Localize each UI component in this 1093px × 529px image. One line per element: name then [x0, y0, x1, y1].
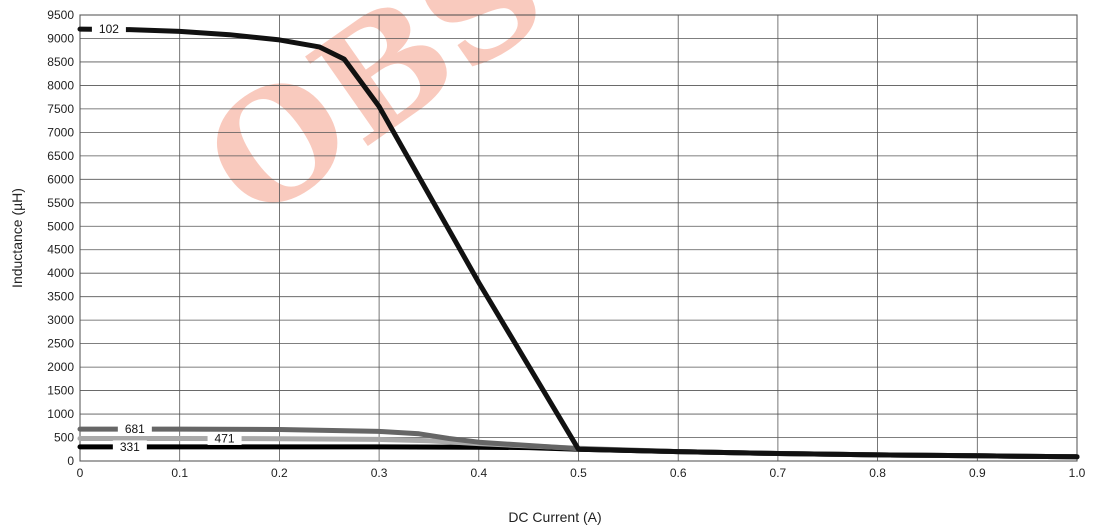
y-tick-label: 1500 [47, 384, 74, 398]
x-tick-label: 1.0 [1069, 466, 1086, 480]
y-tick-label: 500 [54, 431, 74, 445]
x-axis-title: DC Current (A) [508, 509, 601, 525]
y-tick-label: 2000 [47, 360, 74, 374]
y-tick-label: 5000 [47, 219, 74, 233]
x-tick-label: 0.4 [470, 466, 487, 480]
y-tick-label: 8000 [47, 78, 74, 92]
y-tick-label: 3000 [47, 313, 74, 327]
x-tick-label: 0.3 [371, 466, 388, 480]
y-tick-label: 3500 [47, 290, 74, 304]
y-tick-label: 4000 [47, 266, 74, 280]
x-tick-label: 0.8 [869, 466, 886, 480]
grid-layer [79, 14, 1078, 462]
tick-layer: 0 500 1000 1500 2000 2500 3000 3500 4000 4500 5000… [47, 8, 1085, 480]
series-label-bg-471 [207, 431, 242, 445]
y-tick-label: 4500 [47, 243, 74, 257]
y-tick-label: 6500 [47, 149, 74, 163]
series-label-681: 681 [125, 422, 145, 436]
x-tick-label: 0.1 [171, 466, 188, 480]
x-tick-label: 0.5 [570, 466, 587, 480]
series-label-102: 102 [99, 22, 119, 36]
series-layer: 102 681 471 331 [77, 22, 1080, 460]
y-tick-label: 8500 [47, 55, 74, 69]
y-tick-label: 9000 [47, 31, 74, 45]
y-tick-label: 7500 [47, 102, 74, 116]
y-tick-label: 7000 [47, 125, 74, 139]
x-tick-label: 0 [77, 466, 84, 480]
y-tick-label: 9500 [47, 8, 74, 22]
x-tick-label: 0.9 [969, 466, 986, 480]
y-axis-title: Inductance (µH) [9, 188, 25, 288]
series-label-bg-331 [112, 440, 147, 454]
x-tick-label: 0.7 [770, 466, 787, 480]
series-label-331: 331 [120, 440, 140, 454]
y-tick-label: 0 [67, 454, 74, 468]
series-line-102 [77, 26, 1080, 460]
x-tick-label: 0.6 [670, 466, 687, 480]
y-tick-label: 1000 [47, 407, 74, 421]
y-tick-label: 2500 [47, 337, 74, 351]
series-label-bg-102 [91, 22, 126, 36]
y-tick-label: 5500 [47, 196, 74, 210]
series-label-bg-681 [117, 422, 152, 436]
x-tick-label: 0.2 [271, 466, 288, 480]
y-tick-label: 6000 [47, 172, 74, 186]
series-label-471: 471 [215, 431, 235, 445]
